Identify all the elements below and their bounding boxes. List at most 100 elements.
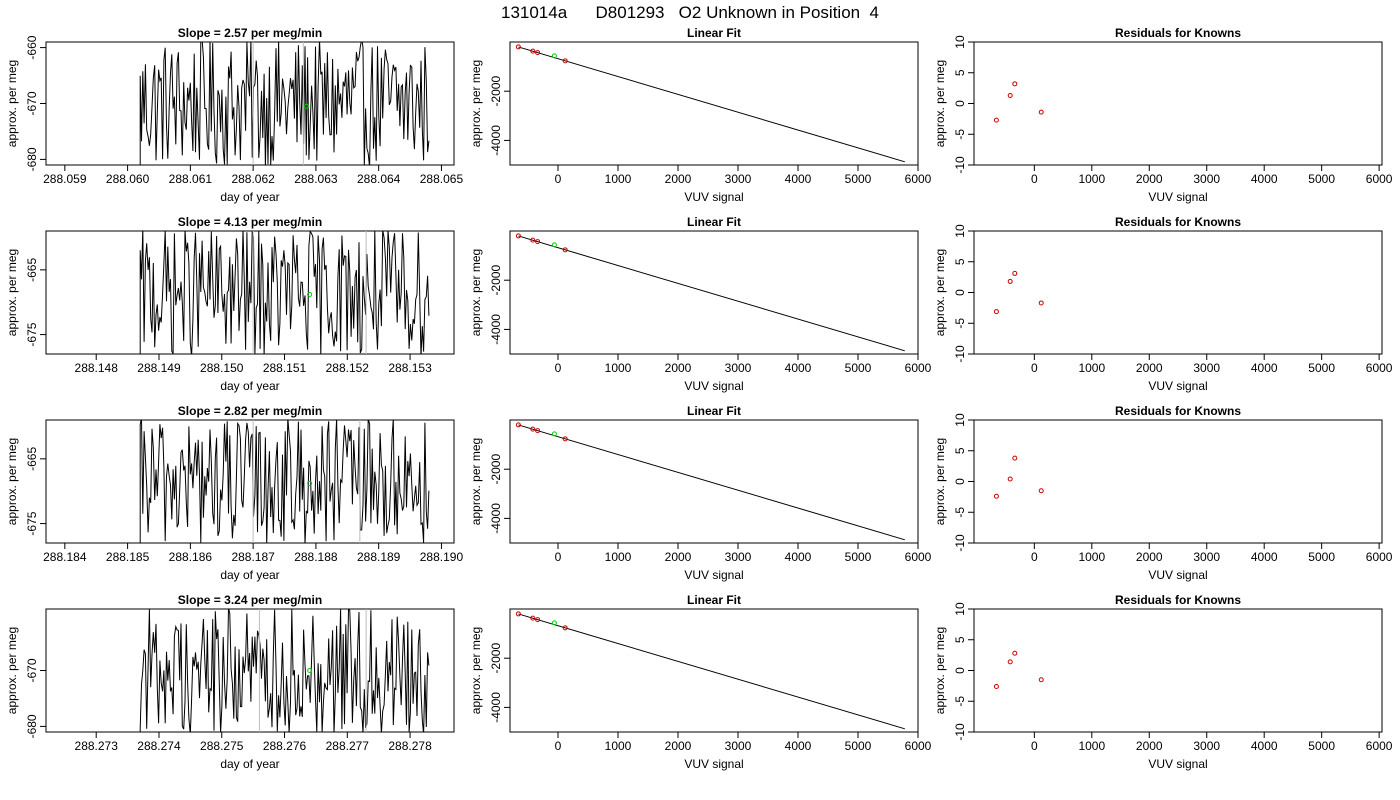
panel-title: Linear Fit [687, 404, 741, 418]
plot-area [993, 455, 1044, 499]
panels: Slope = 2.57 per meg/min 288.059 288.060 28… [5, 26, 1393, 771]
y-axis-label: approx. per meg [469, 60, 483, 147]
y-tick-label: -10 [953, 345, 967, 363]
x-tick-label: 4000 [785, 361, 812, 375]
known-point [535, 617, 541, 623]
panel-4-2: Linear Fit 0 1000 2000 3000 4000 5000 6000 -2000… [469, 593, 932, 771]
x-tick-label: 3000 [725, 550, 752, 564]
panel-1-2: Linear Fit 0 1000 2000 3000 4000 5000 6000 -2000… [469, 26, 932, 204]
y-tick-label: -675 [25, 322, 39, 346]
x-tick-label: 0 [555, 739, 562, 753]
x-axis-label: day of year [220, 568, 279, 582]
x-tick-label: 2000 [1136, 550, 1163, 564]
y-tick-label: -680 [25, 147, 39, 171]
known-point [562, 625, 568, 631]
x-tick-label: 1000 [1078, 172, 1105, 186]
x-tick-label: 288.065 [420, 172, 464, 186]
y-tick-label: 0 [953, 100, 967, 107]
x-tick-label: 288.151 [263, 361, 307, 375]
residual-point [1038, 677, 1044, 683]
x-tick-label: 0 [555, 550, 562, 564]
y-axis-label: approx. per meg [5, 249, 19, 336]
x-tick-label: 5000 [845, 550, 872, 564]
fit-line [518, 46, 905, 163]
fit-line [518, 235, 905, 352]
known-point [515, 44, 521, 50]
trace-line [139, 231, 430, 354]
x-tick-label: 3000 [725, 739, 752, 753]
trace-line [139, 42, 430, 165]
x-tick-label: 288.064 [357, 172, 401, 186]
x-tick-label: 3000 [1193, 172, 1220, 186]
x-tick-label: 288.277 [326, 739, 370, 753]
plot-frame [973, 41, 1383, 166]
panel-title: Slope = 2.82 per meg/min [178, 404, 322, 418]
y-tick-label: 0 [953, 667, 967, 674]
y-tick-label: -2000 [489, 265, 503, 296]
x-tick-label: 6000 [1366, 361, 1393, 375]
x-tick-label: 4000 [1251, 550, 1278, 564]
unknown-point [551, 431, 557, 437]
x-tick-label: 6000 [1366, 550, 1393, 564]
y-tick-label: -10 [953, 723, 967, 741]
panel-1-3: Residuals for Knowns 0 1000 2000 3000 4000 500… [933, 26, 1393, 204]
x-tick-label: 2000 [665, 172, 692, 186]
x-tick-label: 6000 [1366, 172, 1393, 186]
panel-title: Linear Fit [687, 593, 741, 607]
x-tick-label: 2000 [665, 361, 692, 375]
fit-line [518, 424, 905, 541]
x-tick-label: 0 [555, 172, 562, 186]
y-tick-label: 10 [953, 413, 967, 427]
plot-frame [973, 230, 1383, 355]
plot-area [515, 422, 905, 541]
plot-frame [45, 230, 455, 355]
y-tick-label: -4000 [489, 503, 503, 534]
x-tick-label: 1000 [605, 172, 632, 186]
x-axis-label: day of year [220, 190, 279, 204]
plot-area [993, 650, 1044, 689]
x-tick-label: 0 [1031, 361, 1038, 375]
x-tick-label: 288.061 [169, 172, 213, 186]
x-axis-label: VUV signal [684, 757, 743, 771]
known-point [515, 233, 521, 239]
y-tick-label: 0 [953, 478, 967, 485]
x-tick-label: 4000 [1251, 361, 1278, 375]
x-tick-label: 288.186 [169, 550, 213, 564]
x-tick-label: 1000 [605, 550, 632, 564]
x-tick-label: 6000 [905, 550, 932, 564]
x-tick-label: 6000 [905, 172, 932, 186]
panel-3-2: Linear Fit 0 1000 2000 3000 4000 5000 6000 -2000… [469, 404, 932, 582]
y-axis-label: approx. per meg [5, 627, 19, 714]
panel-title: Slope = 2.57 per meg/min [178, 26, 322, 40]
x-tick-label: 288.278 [388, 739, 432, 753]
plot-frame [509, 608, 919, 733]
y-axis-label: approx. per meg [933, 627, 947, 714]
y-axis-label: approx. per meg [933, 249, 947, 336]
x-tick-label: 0 [1031, 172, 1038, 186]
plot-area [515, 233, 905, 352]
x-axis-label: VUV signal [1148, 568, 1207, 582]
x-tick-label: 288.153 [388, 361, 432, 375]
known-point [530, 426, 536, 432]
x-tick-label: 2000 [1136, 739, 1163, 753]
x-tick-label: 288.148 [75, 361, 119, 375]
fit-line [518, 613, 905, 730]
known-point [535, 428, 541, 434]
y-tick-label: -670 [25, 91, 39, 115]
y-tick-label: -4000 [489, 692, 503, 723]
known-point [530, 615, 536, 621]
y-tick-label: -2000 [489, 643, 503, 674]
plot-frame [509, 41, 919, 166]
plot-area [139, 609, 430, 732]
panel-title: Residuals for Knowns [1115, 404, 1241, 418]
x-tick-label: 6000 [1366, 739, 1393, 753]
x-tick-label: 288.275 [200, 739, 244, 753]
x-tick-label: 3000 [1193, 550, 1220, 564]
x-tick-label: 288.189 [357, 550, 401, 564]
known-point [562, 58, 568, 64]
x-tick-label: 1000 [605, 739, 632, 753]
y-tick-label: 5 [953, 636, 967, 643]
y-axis-label: approx. per meg [5, 60, 19, 147]
plot-frame [973, 608, 1383, 733]
